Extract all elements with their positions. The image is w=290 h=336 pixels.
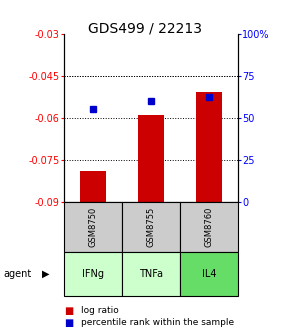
Text: ▶: ▶ xyxy=(42,269,49,279)
Bar xyxy=(80,171,106,202)
Text: log ratio: log ratio xyxy=(81,306,119,315)
Bar xyxy=(138,115,164,202)
Text: ■: ■ xyxy=(64,306,73,316)
Bar xyxy=(180,202,238,252)
Bar xyxy=(122,202,180,252)
Bar xyxy=(64,202,122,252)
Bar xyxy=(180,252,238,296)
Text: agent: agent xyxy=(3,269,31,279)
Text: GSM8750: GSM8750 xyxy=(88,207,97,247)
Text: TNFa: TNFa xyxy=(139,269,163,279)
Text: percentile rank within the sample: percentile rank within the sample xyxy=(81,318,234,327)
Text: GSM8755: GSM8755 xyxy=(146,207,155,247)
Text: IL4: IL4 xyxy=(202,269,216,279)
Text: GSM8760: GSM8760 xyxy=(204,207,213,247)
Bar xyxy=(64,252,122,296)
Text: ■: ■ xyxy=(64,318,73,328)
Bar xyxy=(122,252,180,296)
Text: IFNg: IFNg xyxy=(82,269,104,279)
Text: GDS499 / 22213: GDS499 / 22213 xyxy=(88,22,202,36)
Bar xyxy=(196,92,222,202)
